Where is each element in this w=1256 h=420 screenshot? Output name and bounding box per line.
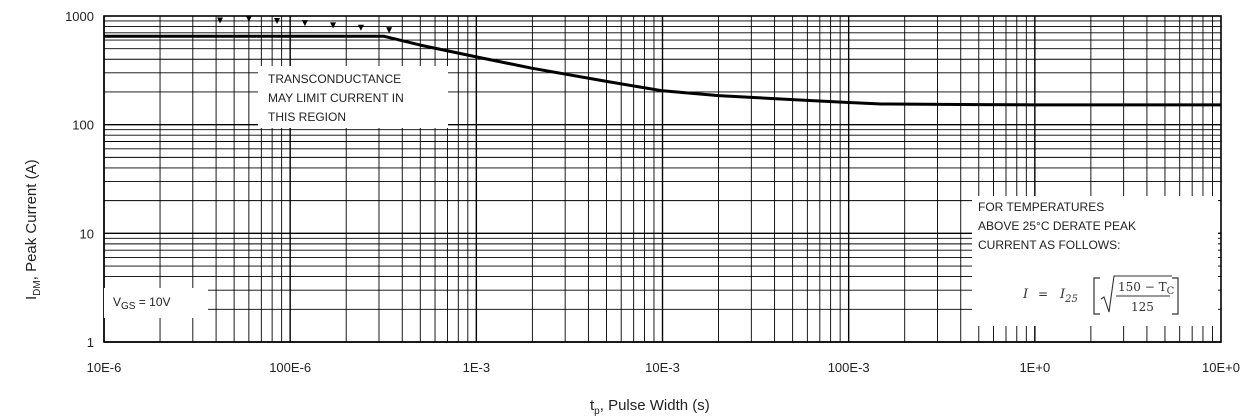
formula-lhs: I: [1022, 287, 1029, 302]
formula-right-bracket: [1172, 277, 1179, 315]
x-tick-label: 100E-6: [269, 360, 311, 375]
formula-numerator: 150 − TC: [1118, 280, 1175, 297]
formula-i25: I25: [1059, 287, 1078, 305]
arrow-layer: [217, 15, 393, 34]
derate-line-1: FOR TEMPERATURES: [978, 200, 1104, 214]
x-tick-label: 1E+0: [1019, 360, 1050, 375]
y-tick-label: 1: [87, 335, 94, 350]
x-tick-label: 10E+0: [1202, 360, 1240, 375]
x-tick-label: 100E-3: [828, 360, 870, 375]
x-tick-label: 10E-3: [645, 360, 680, 375]
transconductance-line-1: TRANSCONDUCTANCE: [268, 72, 401, 86]
formula-eq: =: [1038, 287, 1048, 301]
limit-arrow: [274, 17, 281, 24]
vgs-label: VGS = 10V: [113, 295, 171, 312]
derate-formula: I = I25 150 − TC 125: [1022, 275, 1179, 315]
limit-arrow: [217, 17, 224, 24]
x-axis-title: tp, Pulse Width (s): [590, 397, 710, 417]
limit-arrow: [330, 22, 337, 29]
vgs-box: [104, 288, 208, 318]
y-tick-label: 100: [72, 118, 94, 133]
tick-labels: 10E-6 100E-6 1E-3 10E-3 100E-3 1E+0 10E+0 1 10 10…: [65, 9, 1240, 375]
transconductance-line-3: THIS REGION: [268, 110, 346, 124]
formula-root-sign: [1100, 275, 1172, 313]
transconductance-box: [258, 66, 448, 128]
limit-arrow: [301, 20, 308, 27]
y-tick-label: 1000: [65, 9, 94, 24]
derate-box: [972, 196, 1218, 326]
y-axis-title: IDM, Peak Current (A): [23, 159, 43, 300]
y-tick-label: 10: [80, 226, 94, 241]
peak-current-curve: [104, 34, 1221, 107]
limit-arrow: [386, 27, 393, 34]
formula-denominator: 125: [1131, 300, 1154, 314]
curve-layer: [104, 34, 1221, 107]
formula-left-bracket: [1093, 277, 1100, 315]
limit-arrow: [357, 24, 364, 31]
derate-line-3: CURRENT AS FOLLOWS:: [978, 238, 1120, 252]
limit-arrow: [245, 15, 252, 22]
plot-frame: [103, 15, 1222, 343]
x-tick-label: 10E-6: [87, 360, 122, 375]
x-tick-label: 1E-3: [463, 360, 490, 375]
derate-line-2: ABOVE 25°C DERATE PEAK: [978, 219, 1136, 233]
transconductance-line-2: MAY LIMIT CURRENT IN: [268, 91, 404, 105]
